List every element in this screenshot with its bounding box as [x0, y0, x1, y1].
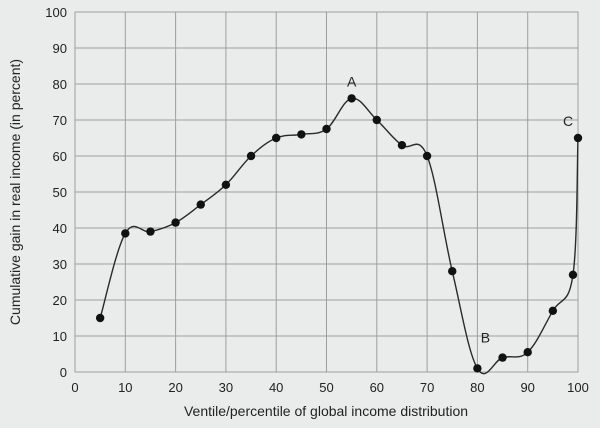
annotation-label: C — [563, 113, 573, 129]
x-tick-label: 40 — [269, 380, 283, 395]
y-tick-label: 10 — [53, 329, 67, 344]
data-point — [548, 306, 558, 315]
y-tick-label: 0 — [60, 365, 67, 380]
series-line — [99, 97, 579, 375]
data-point — [171, 218, 180, 227]
y-tick-label: 80 — [53, 77, 67, 92]
grid — [74, 11, 579, 373]
data-point — [473, 364, 482, 373]
data-point — [498, 353, 507, 362]
y-tick-label: 30 — [53, 257, 67, 272]
data-point — [523, 348, 532, 357]
data-point — [196, 200, 205, 209]
annotation-label: A — [347, 73, 357, 89]
x-tick-label: 80 — [470, 380, 484, 395]
data-point — [397, 141, 407, 150]
y-tick-label: 90 — [53, 41, 67, 56]
y-tick-label: 40 — [53, 221, 67, 236]
x-tick-label: 70 — [420, 380, 434, 395]
x-tick-labels: 0 10 20 30 40 50 60 70 80 90 100 — [71, 380, 588, 395]
data-point — [422, 151, 432, 161]
data-point — [146, 227, 155, 236]
data-point — [95, 313, 105, 323]
x-tick-label: 20 — [168, 380, 182, 395]
x-tick-label: 100 — [567, 380, 589, 395]
x-tick-label: 50 — [319, 380, 333, 395]
y-tick-label: 100 — [45, 5, 67, 20]
annotation-label: B — [481, 329, 490, 345]
data-point — [297, 130, 306, 139]
y-tick-label: 50 — [53, 185, 67, 200]
data-point — [246, 151, 256, 161]
y-tick-labels: 0 10 20 30 40 50 60 70 80 90 100 — [45, 5, 67, 380]
data-point — [372, 115, 381, 125]
y-tick-label: 60 — [53, 149, 67, 164]
data-point — [568, 270, 578, 279]
y-tick-label: 70 — [53, 113, 67, 128]
x-tick-label: 10 — [118, 380, 132, 395]
annotations: A B C — [347, 73, 573, 345]
data-point — [573, 133, 583, 143]
x-axis-title: Ventile/percentile of global income dist… — [184, 403, 468, 419]
data-point — [221, 180, 231, 189]
x-tick-label: 30 — [219, 380, 233, 395]
x-tick-label: 90 — [520, 380, 534, 395]
data-point — [448, 267, 457, 276]
data-point — [347, 94, 356, 103]
data-point — [322, 124, 331, 134]
data-point — [272, 133, 281, 143]
data-points — [95, 94, 583, 373]
data-point — [121, 229, 130, 238]
y-axis-title: Cumulative gain in real income (in perce… — [7, 59, 23, 325]
y-tick-label: 20 — [53, 293, 67, 308]
x-tick-label: 0 — [71, 380, 78, 395]
x-tick-label: 60 — [370, 380, 384, 395]
